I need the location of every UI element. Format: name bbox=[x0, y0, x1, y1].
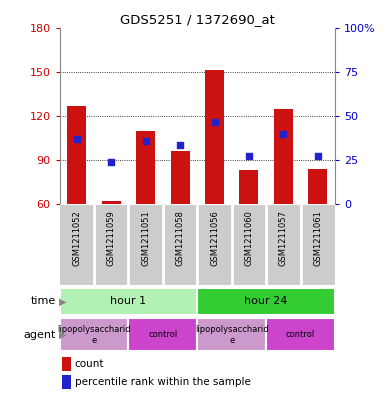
Bar bbox=[239, 170, 258, 204]
Text: hour 24: hour 24 bbox=[244, 296, 288, 307]
Point bbox=[280, 130, 286, 137]
Bar bbox=[67, 106, 86, 204]
Bar bbox=[197, 318, 266, 351]
Point bbox=[108, 158, 114, 165]
Text: hour 1: hour 1 bbox=[110, 296, 147, 307]
Bar bbox=[266, 318, 335, 351]
Text: lipopolysaccharid
e: lipopolysaccharid e bbox=[57, 325, 131, 345]
Point bbox=[246, 152, 252, 159]
Text: GSM1211052: GSM1211052 bbox=[72, 210, 81, 266]
Text: GSM1211060: GSM1211060 bbox=[244, 210, 253, 266]
Text: lipopolysaccharid
e: lipopolysaccharid e bbox=[195, 325, 268, 345]
Text: control: control bbox=[286, 331, 315, 340]
Text: count: count bbox=[75, 359, 104, 369]
Text: GSM1211057: GSM1211057 bbox=[279, 210, 288, 266]
Bar bbox=[60, 318, 129, 351]
Bar bbox=[62, 375, 71, 389]
Text: agent: agent bbox=[23, 330, 56, 340]
Text: GSM1211056: GSM1211056 bbox=[210, 210, 219, 266]
Text: GSM1211051: GSM1211051 bbox=[141, 210, 150, 266]
Text: GSM1211059: GSM1211059 bbox=[107, 210, 116, 266]
Text: ▶: ▶ bbox=[59, 296, 66, 307]
Title: GDS5251 / 1372690_at: GDS5251 / 1372690_at bbox=[120, 13, 275, 26]
Text: control: control bbox=[148, 331, 177, 340]
Bar bbox=[308, 169, 327, 204]
Point bbox=[74, 136, 80, 143]
Text: percentile rank within the sample: percentile rank within the sample bbox=[75, 377, 251, 387]
Bar bbox=[205, 70, 224, 204]
Bar bbox=[129, 318, 197, 351]
Bar bbox=[102, 201, 121, 204]
Bar bbox=[197, 288, 335, 315]
Bar bbox=[62, 357, 71, 371]
Bar bbox=[136, 130, 155, 204]
Text: time: time bbox=[30, 296, 56, 307]
Text: ▶: ▶ bbox=[59, 330, 66, 340]
Point bbox=[315, 152, 321, 159]
Point bbox=[211, 119, 218, 125]
Bar bbox=[274, 108, 293, 204]
Point bbox=[142, 138, 149, 144]
Text: GSM1211058: GSM1211058 bbox=[176, 210, 185, 266]
Text: GSM1211061: GSM1211061 bbox=[313, 210, 322, 266]
Bar bbox=[171, 151, 189, 204]
Bar bbox=[60, 288, 197, 315]
Point bbox=[177, 142, 183, 149]
